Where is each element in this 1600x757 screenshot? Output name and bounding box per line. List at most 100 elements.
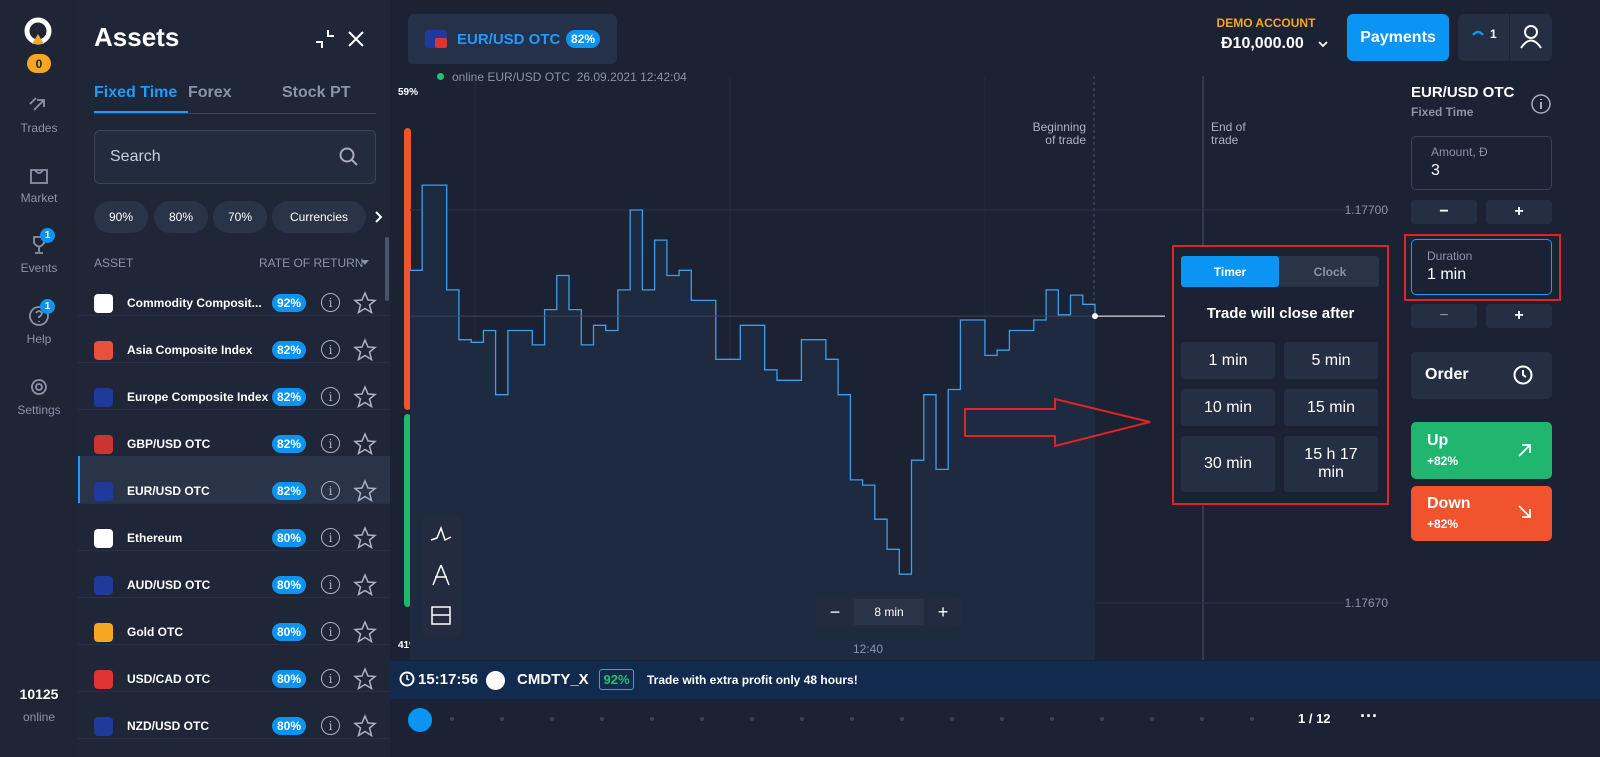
duration-value: 1 min [1427,266,1467,283]
tool-icons[interactable] [430,525,452,625]
begin-label-line: of trade [1045,133,1086,147]
nav-label[interactable]: Market [20,191,58,205]
asset-info[interactable]: i [321,340,340,359]
row-separator [78,503,390,504]
duration-option[interactable]: 15 min [1284,389,1378,426]
asset-info[interactable]: i [321,387,340,406]
duration-box[interactable] [1411,239,1552,295]
duration-plus[interactable]: + [1486,304,1552,328]
pair-flag [425,30,447,48]
asset-icon [94,717,113,736]
favorite-star[interactable] [353,479,377,503]
down-button[interactable] [1411,486,1552,541]
carousel-dot [950,717,954,721]
nav-label[interactable]: Trades [20,121,58,135]
user-box[interactable] [1458,14,1552,61]
tab-clock[interactable]: Clock [1313,264,1347,279]
balance[interactable]: Đ10,000.00 [1221,35,1304,52]
favorite-star[interactable] [353,291,377,315]
favorite-star[interactable] [353,573,377,597]
favorite-star[interactable] [353,338,377,362]
asset-info[interactable]: i [321,716,340,735]
nav-label[interactable]: Help [26,332,52,346]
asset-info[interactable]: i [321,293,340,312]
asset-name[interactable]: USD/CAD OTC [127,672,211,686]
asset-info[interactable]: i [321,575,340,594]
asset-tab[interactable]: Forex [188,84,232,101]
asset-name[interactable]: Commodity Composit... [127,296,262,310]
clock-icon [1513,365,1533,385]
favorite-star[interactable] [353,526,377,550]
asset-info[interactable]: i [321,622,340,641]
nav-label[interactable]: Settings [17,403,61,417]
zoom-in[interactable]: + [937,601,949,622]
info-icon[interactable] [1531,94,1551,114]
duration-option[interactable]: 5 min [1284,342,1378,379]
favorite-star[interactable] [353,385,377,409]
asset-name[interactable]: Ethereum [127,531,183,545]
order-button[interactable] [1411,352,1552,399]
amount-plus[interactable]: + [1486,200,1552,224]
asset-info[interactable]: i [321,434,340,453]
asset-name[interactable]: GBP/USD OTC [127,437,211,451]
asset-name[interactable]: Asia Composite Index [127,343,253,357]
popup-heading: Trade will close after [1206,305,1355,322]
duration-option[interactable]: 30 min [1181,436,1275,492]
asset-name[interactable]: Europe Composite Index [127,390,269,404]
duration-option[interactable]: 1 min [1181,342,1275,379]
filter-chip[interactable]: 80% [154,201,208,233]
zoom-out[interactable]: − [829,601,841,622]
filter-chip[interactable]: 70% [213,201,267,233]
filter-chip[interactable]: 90% [94,201,148,233]
search-box[interactable] [94,130,376,184]
asset-info[interactable]: i [321,528,340,547]
asset-icon [94,435,113,454]
duration-option[interactable]: 15 h 17 min [1284,436,1378,492]
asset-name[interactable]: EUR/USD OTC [127,484,210,498]
ticker-clock [399,671,415,687]
asset-name[interactable]: AUD/USD OTC [127,578,211,592]
order-label: Order [1425,366,1469,383]
favorite-star[interactable] [353,714,377,738]
nav-label[interactable]: Events [20,261,58,275]
asset-name[interactable]: Gold OTC [127,625,183,639]
asset-icon [94,576,113,595]
row-marker [78,456,80,503]
ticker-rate: 92% [599,669,634,690]
row-separator [78,362,390,363]
filter-chip[interactable]: Currencies [272,201,366,233]
asset-tab[interactable]: Fixed Time [94,84,178,101]
collapse-icon[interactable] [316,30,334,48]
favorite-star[interactable] [353,667,377,691]
ticker-bar [390,661,1600,699]
amount-minus[interactable]: − [1411,200,1477,224]
carousel-handle[interactable] [408,708,432,732]
tab-timer[interactable]: Timer [1181,256,1279,287]
balance-caret[interactable] [1318,41,1328,48]
online-count: 10125 [19,686,59,702]
asset-rate: 82% [272,435,306,453]
column-return[interactable]: RATE OF RETURN [259,256,364,270]
duration-option[interactable]: 10 min [1181,389,1275,426]
asset-name[interactable]: NZD/USD OTC [127,719,209,733]
favorite-star[interactable] [353,432,377,456]
carousel-dot [550,717,554,721]
carousel-dot [800,717,804,721]
amount-box[interactable] [1411,136,1552,190]
filters-next[interactable] [375,211,383,223]
nav-badge: 0 [27,54,51,73]
scrollbar [385,237,389,301]
price-tick-label: 1.17700 [1345,203,1389,217]
asset-info[interactable]: i [321,669,340,688]
end-label-line: End of [1211,120,1246,134]
duration-minus[interactable]: − [1411,304,1477,328]
favorite-star[interactable] [353,620,377,644]
asset-tab[interactable]: Stock PT [282,84,351,101]
up-button[interactable] [1411,422,1552,479]
asset-info[interactable]: i [321,481,340,500]
carousel-more[interactable]: ··· [1360,706,1378,726]
payments-button[interactable]: Payments [1347,14,1449,61]
close-icon[interactable] [348,31,364,47]
end-label-line: trade [1211,133,1239,147]
